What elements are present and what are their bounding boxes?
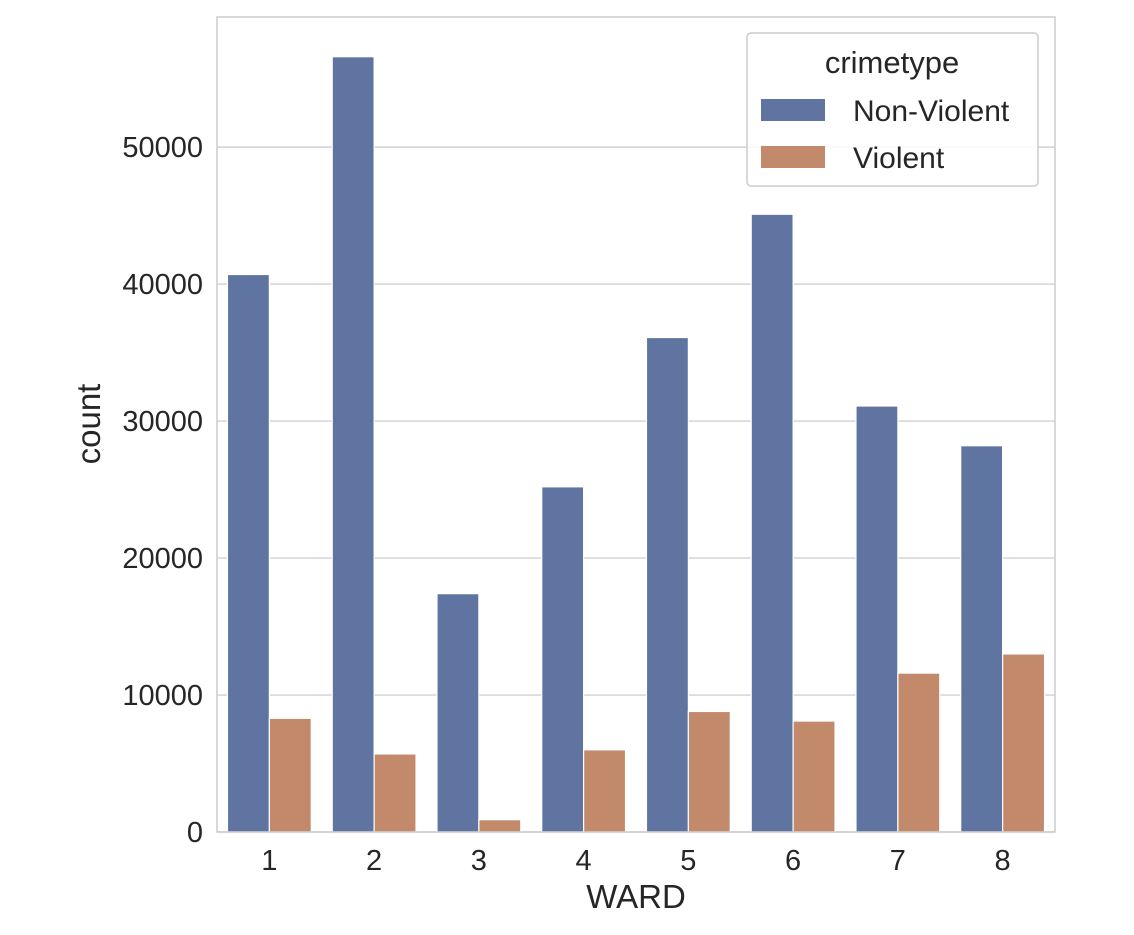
- bar-violent-ward-8: [1002, 653, 1046, 833]
- x-axis-label: WARD: [586, 878, 686, 915]
- bar-non-violent-ward-2: [331, 56, 375, 833]
- x-tick-label: 1: [261, 845, 277, 877]
- x-tick-label: 7: [890, 845, 906, 877]
- y-tick-labels: 0 10000 20000 30000 40000 50000: [122, 132, 203, 849]
- bar-violent-ward-1: [268, 717, 312, 833]
- legend-label: Violent: [853, 142, 945, 175]
- bar-non-violent-ward-1: [226, 273, 270, 833]
- y-tick-label: 30000: [122, 406, 203, 438]
- y-tick-label: 40000: [122, 269, 203, 301]
- legend-swatch: [761, 146, 825, 168]
- legend: crimetype Non-Violent Violent: [746, 32, 1039, 187]
- bar-violent-ward-5: [687, 710, 731, 833]
- legend-swatch: [761, 99, 825, 121]
- y-tick-label: 0: [187, 817, 203, 849]
- bar-violent-ward-2: [373, 753, 417, 833]
- x-tick-label: 3: [471, 845, 487, 877]
- legend-label: Non-Violent: [853, 95, 1010, 128]
- y-tick-label: 50000: [122, 132, 203, 164]
- bar-non-violent-ward-4: [541, 486, 585, 833]
- bar-violent-ward-4: [583, 749, 627, 833]
- y-axis-label: count: [70, 384, 107, 465]
- x-tick-label: 2: [366, 845, 382, 877]
- bar-violent-ward-3: [478, 819, 522, 833]
- x-tick-label: 5: [680, 845, 696, 877]
- plot-frame: [216, 16, 1056, 833]
- bar-non-violent-ward-6: [750, 213, 794, 833]
- bar-non-violent-ward-8: [960, 445, 1004, 833]
- bar-non-violent-ward-7: [855, 405, 899, 833]
- bar-violent-ward-7: [897, 672, 941, 833]
- y-tick-label: 20000: [122, 543, 203, 575]
- y-tick-label: 10000: [122, 680, 203, 712]
- legend-entries: Non-Violent Violent: [761, 95, 1010, 175]
- x-tick-label: 4: [576, 845, 592, 877]
- bars: [226, 56, 1046, 833]
- x-tick-label: 8: [995, 845, 1011, 877]
- x-tick-label: 6: [785, 845, 801, 877]
- legend-title: crimetype: [825, 45, 959, 80]
- bar-violent-ward-6: [792, 720, 836, 833]
- bar-non-violent-ward-3: [436, 593, 480, 833]
- x-tick-labels: 1 2 3 4 5 6 7 8: [261, 845, 1010, 877]
- bar-non-violent-ward-5: [645, 336, 689, 833]
